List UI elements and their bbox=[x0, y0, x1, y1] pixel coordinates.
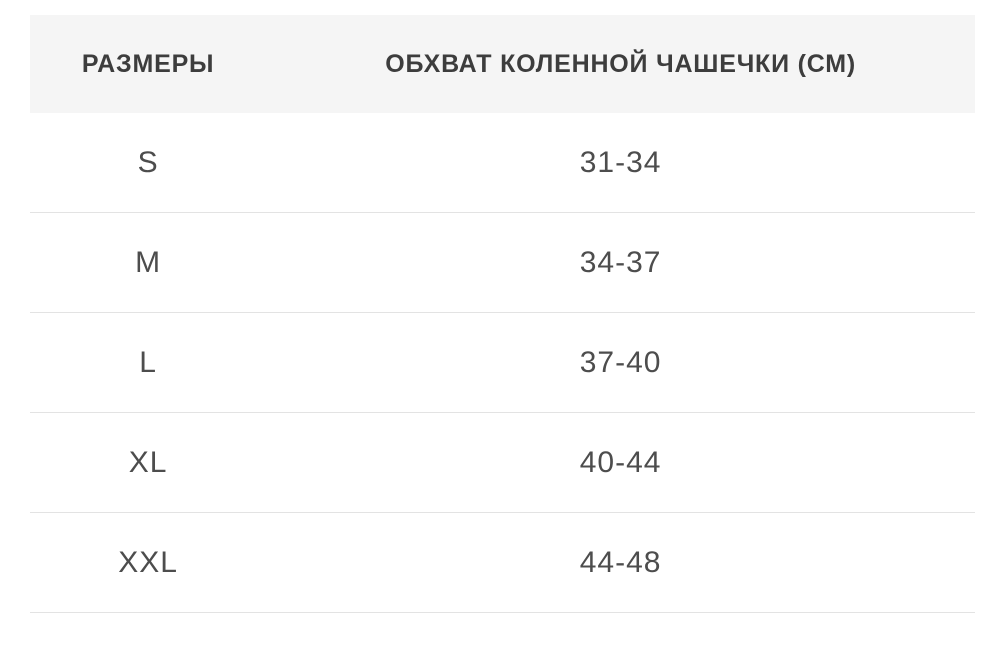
size-cell: S bbox=[137, 145, 159, 179]
size-cell: L bbox=[139, 345, 157, 379]
table-row: XXL 44-48 bbox=[30, 513, 975, 613]
table-row: L 37-40 bbox=[30, 313, 975, 413]
range-cell: 37-40 bbox=[579, 345, 662, 379]
range-cell: 31-34 bbox=[579, 145, 662, 179]
size-cell: M bbox=[135, 245, 162, 279]
range-cell: 40-44 bbox=[579, 445, 662, 479]
table-row: S 31-34 bbox=[30, 113, 975, 213]
size-table-header-row: РАЗМЕРЫ ОБХВАТ КОЛЕННОЙ ЧАШЕЧКИ (СМ) bbox=[30, 15, 975, 113]
size-table: РАЗМЕРЫ ОБХВАТ КОЛЕННОЙ ЧАШЕЧКИ (СМ) S 3… bbox=[30, 15, 975, 613]
header-kneecap-circumference: ОБХВАТ КОЛЕННОЙ ЧАШЕЧКИ (СМ) bbox=[385, 49, 857, 78]
table-row: M 34-37 bbox=[30, 213, 975, 313]
range-cell: 44-48 bbox=[579, 545, 662, 579]
size-cell: XL bbox=[128, 445, 168, 479]
range-cell: 34-37 bbox=[579, 245, 662, 279]
size-cell: XXL bbox=[118, 545, 178, 579]
table-row: XL 40-44 bbox=[30, 413, 975, 513]
header-sizes: РАЗМЕРЫ bbox=[81, 49, 215, 78]
